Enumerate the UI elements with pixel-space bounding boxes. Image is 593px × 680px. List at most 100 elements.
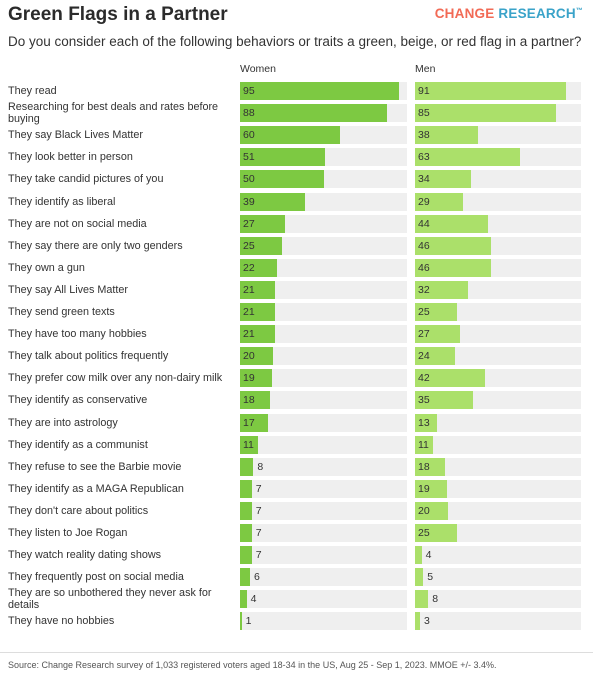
bar-men	[415, 391, 474, 410]
bar-men	[415, 568, 424, 587]
brand-logo-part2: RESEARCH	[498, 6, 576, 21]
data-label-men: 38	[418, 129, 430, 142]
brand-logo-part1: CHANGE	[434, 6, 495, 21]
bar-women	[240, 347, 274, 366]
data-label-women: 1	[245, 615, 252, 628]
bar-track-women	[240, 413, 407, 432]
bar-men	[415, 524, 457, 542]
row-label: They have no hobbies	[8, 615, 115, 628]
bar-men	[415, 590, 429, 609]
bar-track-women	[240, 369, 407, 388]
legend-women: Women	[240, 63, 276, 75]
bar-track-women	[240, 612, 407, 631]
row-label: They talk about politics frequently	[8, 350, 169, 363]
bar-women	[240, 612, 242, 631]
data-label-women: 21	[243, 328, 255, 341]
data-label-women: 27	[243, 217, 255, 230]
data-label-women: 6	[254, 571, 260, 584]
bar-men	[415, 126, 479, 145]
data-label-women: 25	[243, 239, 255, 252]
bar-track-women	[240, 590, 407, 609]
data-label-men: 4	[425, 549, 432, 562]
bar-track-women	[240, 457, 407, 476]
data-label-men: 24	[418, 350, 430, 363]
bar-men	[415, 435, 434, 454]
row-label: They refuse to see the Barbie movie	[8, 460, 182, 473]
data-label-men: 5	[427, 571, 434, 584]
bar-track-women	[240, 479, 407, 498]
bar-women	[240, 325, 276, 344]
data-label-women: 7	[255, 482, 262, 495]
bar-track-men	[415, 612, 581, 631]
data-label-men: 63	[418, 151, 430, 164]
row-label: They take candid pictures of you	[8, 173, 164, 186]
bar-men	[415, 82, 567, 100]
chart-subtitle: Do you consider each of the following be…	[8, 34, 582, 49]
row-label: They have too many hobbies	[8, 328, 147, 341]
bar-women	[240, 590, 247, 609]
data-label-men: 25	[418, 527, 430, 539]
row-label: They listen to Joe Rogan	[8, 527, 128, 539]
bar-men	[415, 258, 492, 277]
bar-women	[240, 280, 276, 299]
data-label-men: 13	[418, 416, 430, 429]
bar-track-men	[415, 568, 581, 587]
bar-women	[240, 479, 252, 498]
data-label-women: 22	[243, 261, 255, 274]
data-label-women: 21	[243, 283, 255, 296]
bar-men	[415, 457, 445, 476]
bar-men	[415, 303, 457, 321]
bar-men	[415, 148, 520, 167]
bar-women	[240, 501, 252, 520]
data-label-men: 35	[418, 394, 430, 407]
row-label: They read	[8, 85, 57, 97]
bar-men	[415, 347, 455, 366]
bar-track-women	[240, 546, 407, 565]
bar-women	[240, 258, 277, 277]
data-label-men: 46	[418, 239, 430, 252]
data-label-men: 91	[418, 85, 430, 97]
bar-track-women	[240, 347, 407, 366]
row-label: They are not on social media	[8, 217, 147, 230]
data-label-men: 34	[418, 173, 430, 186]
row-label: They say Black Lives Matter	[8, 129, 144, 142]
source-note: Source: Change Research survey of 1,033 …	[8, 660, 497, 670]
bar-track-women	[240, 568, 407, 587]
bar-women	[240, 457, 254, 476]
row-label: They watch reality dating shows	[8, 549, 162, 562]
data-label-women: 51	[243, 151, 255, 164]
row-label: They look better in person	[8, 151, 133, 164]
bar-women	[240, 546, 252, 565]
bar-track-men	[415, 479, 581, 498]
bar-track-men	[415, 413, 581, 432]
data-label-men: 11	[418, 438, 429, 451]
bar-track-men	[415, 347, 581, 366]
bar-track-women	[240, 435, 407, 454]
data-label-men: 85	[418, 107, 430, 120]
data-label-women: 50	[243, 173, 255, 186]
data-label-men: 18	[418, 460, 430, 473]
bar-women	[240, 192, 306, 211]
data-label-women: 21	[243, 306, 255, 318]
bar-track-women	[240, 391, 407, 410]
bar-track-women	[240, 325, 407, 344]
bar-men	[415, 325, 460, 344]
bar-track-women	[240, 524, 407, 542]
data-label-men: 8	[432, 593, 439, 606]
bar-men	[415, 192, 464, 211]
bar-men	[415, 104, 557, 123]
bar-men	[415, 612, 420, 631]
bar-women	[240, 568, 251, 587]
data-label-women: 4	[250, 593, 257, 606]
row-label: They are so unbothered they never ask fo…	[8, 587, 212, 612]
bar-track-women	[240, 501, 407, 520]
data-label-women: 18	[243, 394, 255, 407]
bar-men	[415, 236, 492, 255]
bar-track-men	[415, 435, 581, 454]
row-label: They send green texts	[8, 306, 115, 318]
data-label-women: 39	[243, 195, 255, 208]
data-label-women: 20	[243, 350, 255, 363]
bar-women	[240, 126, 341, 145]
brand-logo: CHANGE RESEARCH™	[435, 6, 583, 21]
row-label: They identify as a communist	[8, 438, 148, 451]
